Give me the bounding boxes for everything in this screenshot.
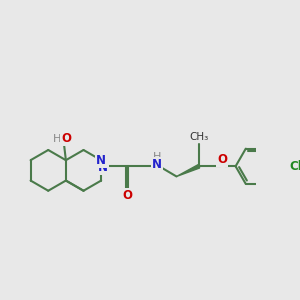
Text: O: O: [123, 189, 133, 202]
Polygon shape: [176, 165, 200, 176]
Text: N: N: [152, 158, 162, 171]
Text: CH₃: CH₃: [189, 132, 208, 142]
Text: O: O: [61, 132, 71, 145]
Text: Cl: Cl: [289, 160, 300, 173]
Text: N: N: [96, 154, 106, 167]
Text: H: H: [153, 152, 161, 162]
Text: O: O: [218, 153, 227, 166]
Text: H: H: [52, 134, 61, 144]
Text: N: N: [98, 161, 108, 174]
